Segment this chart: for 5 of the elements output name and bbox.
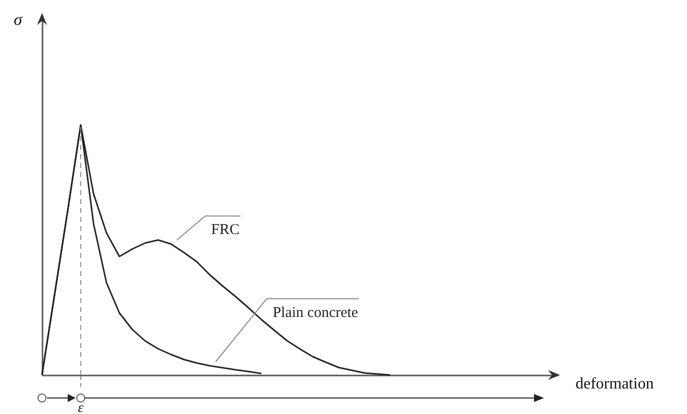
series-label: FRC xyxy=(211,222,240,238)
x-axis-title: deformation xyxy=(576,376,654,392)
text: ε xyxy=(78,401,84,414)
text: σ xyxy=(14,10,23,29)
text: Plain concrete xyxy=(272,304,358,321)
